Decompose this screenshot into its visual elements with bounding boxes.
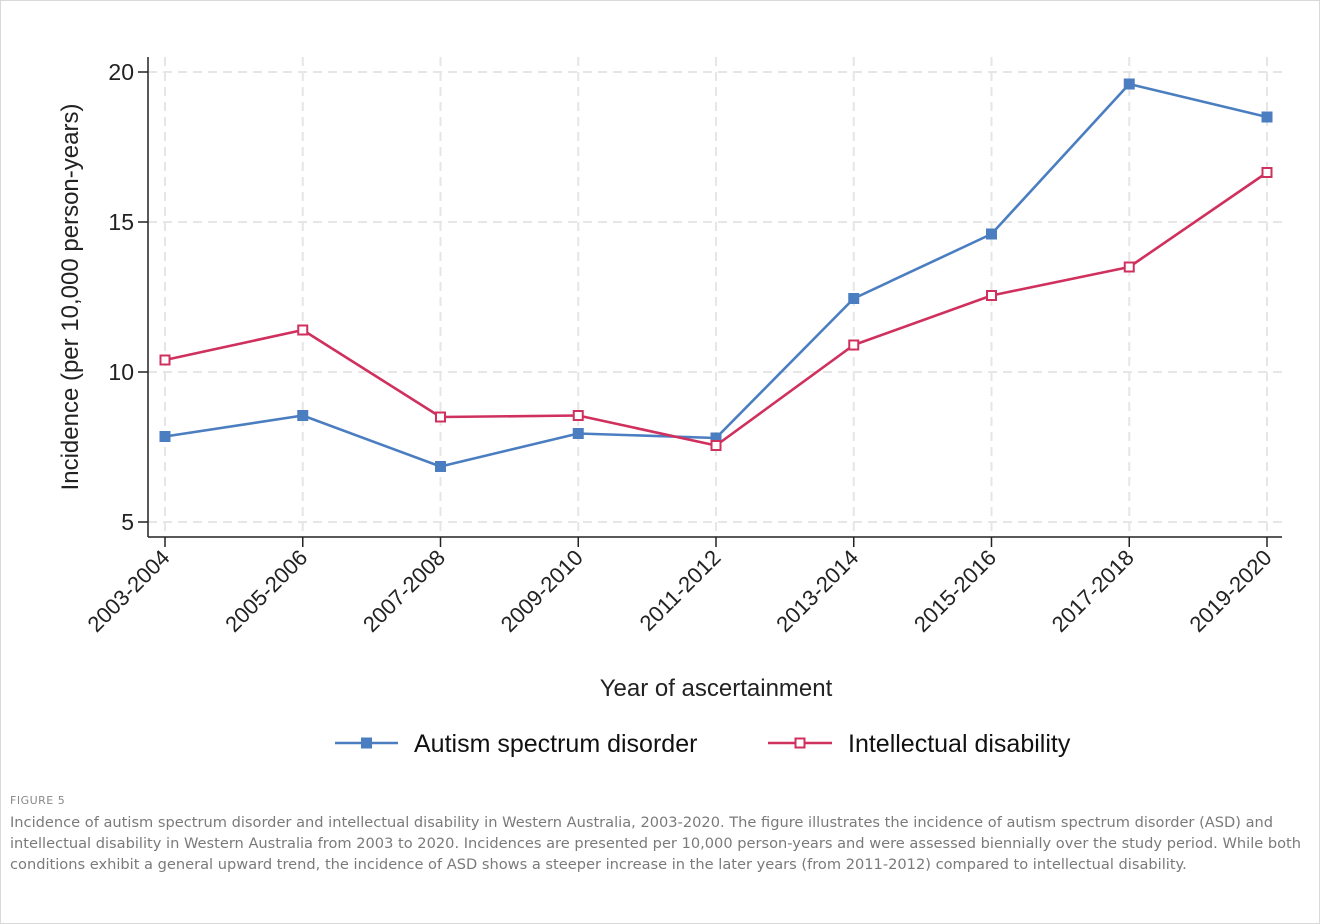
data-point-asd <box>1123 78 1135 90</box>
data-point-id <box>986 290 997 301</box>
data-point-id <box>435 411 446 423</box>
x-tick-label: 2013-2014 <box>771 545 863 637</box>
data-point-asd <box>1261 111 1273 123</box>
x-axis-title: Year of ascertainment <box>600 675 833 702</box>
series-layer <box>159 78 1273 472</box>
data-point-id <box>572 410 584 421</box>
data-point-asd <box>572 428 584 439</box>
data-point-asd <box>710 432 722 444</box>
x-tick-label: 2015-2016 <box>909 545 1001 637</box>
data-point-id <box>1261 167 1273 178</box>
x-tick-label: 2019-2020 <box>1184 545 1276 637</box>
data-point-asd <box>848 293 860 304</box>
y-tick-label: 15 <box>108 209 134 235</box>
data-point-id <box>1123 261 1135 273</box>
line-chart: 5 10 15 20 2003-2004 2005-2006 2007-2008 2009-2… <box>57 57 1282 758</box>
legend-marker-asd <box>361 737 372 749</box>
figure-label: FIGURE 5 <box>10 794 66 807</box>
grid-layer <box>148 57 1282 537</box>
data-point-asd <box>986 228 997 240</box>
y-tick-label: 10 <box>108 359 134 385</box>
figure-caption: Incidence of autism spectrum disorder an… <box>10 814 1302 873</box>
data-point-asd <box>435 461 446 472</box>
legend-marker-id <box>794 737 806 749</box>
data-point-id <box>297 324 309 336</box>
data-point-asd <box>297 410 309 421</box>
x-tick-label: 2005-2006 <box>220 545 312 637</box>
y-axis-title: Incidence (per 10,000 person-years) <box>57 104 84 491</box>
x-tick-label: 2003-2004 <box>82 545 174 637</box>
data-point-id <box>848 339 860 351</box>
data-point-id <box>710 440 722 451</box>
x-tick-label: 2009-2010 <box>496 545 588 637</box>
legend: Autism spectrum disorder Intellectual dis… <box>335 730 1071 758</box>
data-point-asd <box>159 431 171 442</box>
data-point-id <box>159 354 171 366</box>
x-tick-label: 2011-2012 <box>635 545 726 636</box>
legend-label-id: Intellectual disability <box>848 730 1071 758</box>
x-tick-label: 2017-2018 <box>1047 545 1139 637</box>
x-tick-label: 2007-2008 <box>358 545 450 637</box>
y-tick-label: 5 <box>121 509 134 535</box>
axis-layer: 5 10 15 20 2003-2004 2005-2006 2007-2008 2009-2… <box>82 57 1282 637</box>
y-tick-label: 20 <box>108 59 134 85</box>
legend-label-asd: Autism spectrum disorder <box>414 730 697 758</box>
